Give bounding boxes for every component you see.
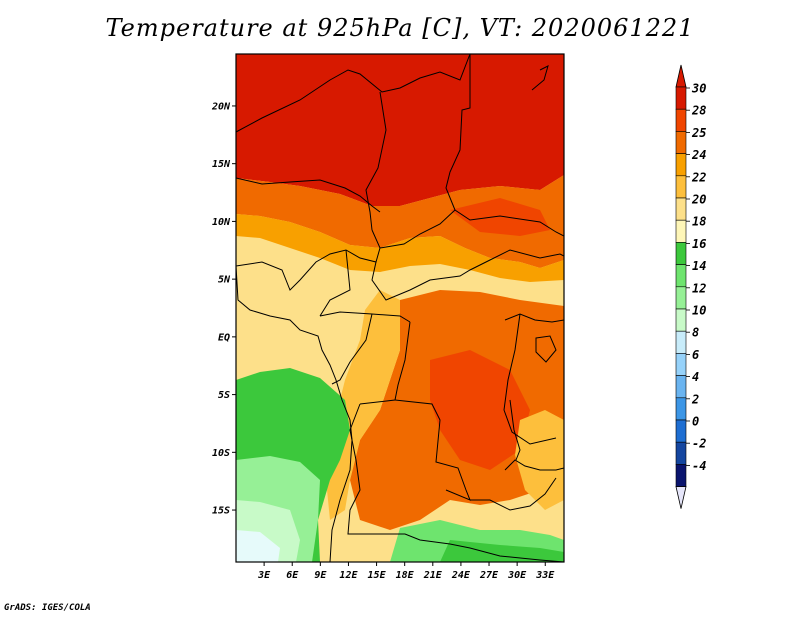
field-band-hottest <box>236 54 564 206</box>
colorbar-label: 12 <box>692 281 706 295</box>
field-green-se <box>440 540 564 562</box>
boundary-line <box>331 313 373 385</box>
colorbar-label: 28 <box>691 104 706 118</box>
colorbar-label: 30 <box>691 82 706 96</box>
colorbar-swatch <box>675 330 687 354</box>
lat-tick-label: 10S <box>212 448 230 459</box>
lon-tick-label: 18E <box>396 570 415 581</box>
lon-tick-label: 33E <box>535 570 555 581</box>
colorbar-swatch <box>675 286 687 310</box>
lat-tick-label: EQ <box>218 332 230 343</box>
colorbar-swatch <box>675 464 687 487</box>
boundary-line <box>371 209 456 249</box>
colorbar-swatch <box>675 153 687 177</box>
lat-tick-label: 15S <box>212 506 230 517</box>
colorbar-label: -4 <box>692 459 706 473</box>
lon-tick-label: 24E <box>451 570 471 581</box>
colorbar-swatch <box>675 375 687 399</box>
colorbar-label: 22 <box>691 170 706 184</box>
boundary-line <box>347 403 564 562</box>
footer-credit: GrADS: IGES/COLA <box>4 603 91 613</box>
colorbar-swatch <box>675 419 687 443</box>
colorbar-swatch <box>675 219 687 243</box>
colorbar-label: 6 <box>692 348 699 362</box>
longitude-axis: 3E 6E 9E 12E 15E 18E 21E 24E 27E 30E 33E <box>257 562 555 581</box>
colorbar-top-arrow <box>675 64 687 88</box>
field-band-mid <box>236 214 564 282</box>
colorbar-label: 10 <box>692 304 706 318</box>
lon-tick-label: 15E <box>368 570 387 581</box>
colorbar-swatch <box>675 353 687 376</box>
boundary-line <box>470 477 557 511</box>
field-band-warm <box>236 175 564 268</box>
lake-outline <box>509 399 521 461</box>
boundary-line <box>319 249 351 317</box>
boundary-line <box>503 313 557 445</box>
colorbar-swatch <box>675 108 687 132</box>
lat-tick-label: 10N <box>212 217 231 228</box>
boundary-line <box>365 91 387 231</box>
lake-outline <box>531 65 549 91</box>
boundary-line <box>504 313 564 323</box>
colorbar-label: 2 <box>691 392 699 406</box>
lon-tick-label: 9E <box>314 570 327 581</box>
lon-tick-label: 3E <box>257 570 271 581</box>
lat-tick-label: 15N <box>212 159 231 170</box>
colorbar-swatch <box>675 86 687 110</box>
boundary-line <box>371 249 564 301</box>
coastline <box>236 265 353 562</box>
colorbar-swatch <box>675 441 687 465</box>
lake-outline <box>535 335 557 363</box>
lon-tick-label: 21E <box>423 570 443 581</box>
colorbar-label: 4 <box>692 370 699 384</box>
lon-tick-label: 30E <box>507 570 527 581</box>
colorbar-label: 18 <box>692 215 706 229</box>
temperature-field <box>236 54 564 562</box>
colorbar-label: 20 <box>691 193 706 207</box>
lon-tick-label: 12E <box>339 570 358 581</box>
chart-title: Temperature at 925hPa [C], VT: 202006122… <box>105 14 695 42</box>
colorbar-label: 24 <box>691 148 706 162</box>
lat-tick-label: 20N <box>211 101 231 112</box>
colorbar-label: 8 <box>692 326 699 340</box>
lat-tick-label: 5S <box>218 390 230 401</box>
colorbar-swatch <box>675 397 687 421</box>
field-interior-light <box>325 290 400 520</box>
map-frame <box>235 53 565 563</box>
boundary-line <box>394 399 471 501</box>
boundary-line <box>445 54 564 237</box>
colorbar-swatch <box>675 308 687 332</box>
colorbar-swatch <box>675 131 687 154</box>
field-patch-red <box>450 198 550 236</box>
colorbar-swatch <box>675 197 687 221</box>
lat-tick-label: 5N <box>218 275 231 286</box>
boundary-line <box>236 177 381 213</box>
colorbar-label: 16 <box>692 237 706 251</box>
colorbar-label: 25 <box>691 126 706 140</box>
field-palest <box>236 530 280 562</box>
boundary-line <box>236 247 381 291</box>
colorbar-label: -2 <box>692 437 706 451</box>
colorbar-bottom-arrow <box>675 486 687 509</box>
latitude-axis: 20N 15N 10N 5N EQ 5S 10S 15S <box>211 101 236 517</box>
colorbar-swatch <box>675 264 687 288</box>
boundary-line <box>504 459 564 471</box>
field-interior-hot <box>430 350 530 470</box>
lon-tick-label: 6E <box>286 570 299 581</box>
colorbar-swatch <box>675 175 687 199</box>
colorbar-label: 0 <box>692 415 699 429</box>
colorbar-swatch <box>675 242 687 265</box>
colorbar-label: 14 <box>692 259 706 273</box>
boundary-line <box>236 54 471 133</box>
lon-tick-label: 27E <box>479 570 499 581</box>
boundaries <box>236 54 564 562</box>
boundary-line <box>359 321 411 405</box>
